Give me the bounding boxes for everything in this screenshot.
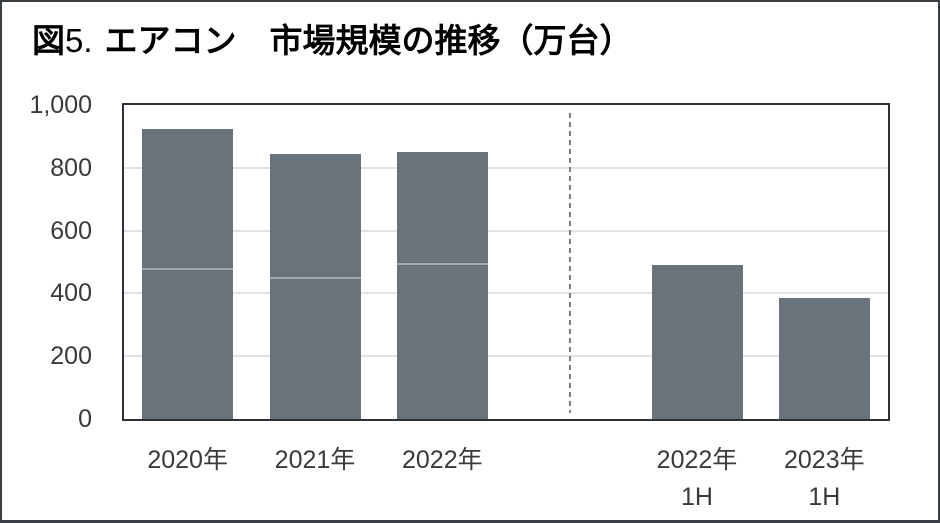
x-category-label: 2022年 1H — [656, 446, 738, 511]
y-tick-label: 1,000 — [29, 91, 92, 119]
title-main-text: エアコン 市場規模の推移（万台） — [104, 22, 633, 59]
y-tick-label: 0 — [78, 405, 92, 433]
x-category-label: 2023年 1H — [784, 446, 865, 511]
bar-h1-segment-line — [142, 267, 234, 270]
title-figure-word: 図 — [32, 22, 65, 59]
chart-title: 図5. エアコン 市場規模の推移（万台） — [32, 20, 633, 61]
y-tick-label: 200 — [50, 342, 92, 371]
gridline — [124, 292, 888, 295]
chart-plot-area — [122, 103, 890, 421]
bar — [269, 153, 361, 419]
y-tick-label: 800 — [50, 153, 92, 182]
x-axis: 2020年 2021年 2022年 2022年 1H 2023年 1H — [124, 442, 888, 517]
x-category-label: 2020年 — [147, 446, 228, 474]
x-category-label: 2021年 — [274, 446, 356, 474]
period-divider-dashed-line — [568, 113, 571, 413]
gridline — [124, 166, 888, 169]
gridline — [124, 229, 888, 232]
y-axis: 0 200 400 600 800 1,000 — [2, 2, 92, 520]
bar — [396, 152, 488, 419]
bar — [651, 265, 743, 419]
y-tick-label: 400 — [50, 279, 92, 308]
bar-h1-segment-line — [396, 263, 488, 266]
bar-h1-segment-line — [269, 277, 361, 280]
bar — [778, 298, 870, 419]
title-figure-number: 5. — [65, 22, 93, 59]
bar — [142, 128, 234, 419]
y-tick-label: 600 — [50, 216, 92, 245]
gridline — [124, 355, 888, 358]
x-category-label: 2022年 — [402, 446, 483, 474]
